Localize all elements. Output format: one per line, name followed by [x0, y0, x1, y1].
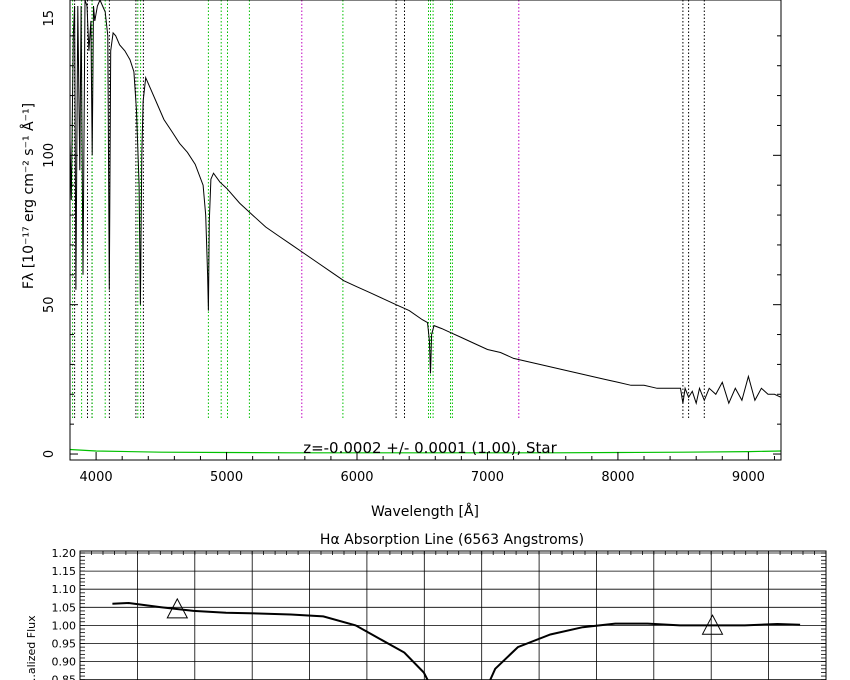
x-tick-label: 8000	[601, 470, 634, 485]
top-y-tick-label-partial: 15	[42, 10, 57, 27]
bottom-y-tick-label: 0.85	[52, 674, 77, 680]
bottom-flux-curve	[112, 601, 801, 680]
bottom-grid	[80, 551, 826, 680]
top-x-axis-label: Wavelength [Å]	[371, 503, 479, 520]
top-redshift-annotation: z=-0.0002 +/- 0.0001 (1.00), Star	[303, 439, 557, 457]
y-tick-label: 100	[42, 143, 57, 168]
top-line-markers	[72, 0, 705, 419]
continuum-triangle-marker	[701, 614, 724, 635]
y-tick-label: 50	[42, 296, 57, 313]
bottom-halpha-panel: Hα Absorption Line (6563 Angstroms) 0.85…	[25, 532, 827, 680]
x-tick-label: 6000	[340, 470, 373, 485]
x-tick-label: 5000	[210, 470, 243, 485]
bottom-y-tick-label: 1.15	[52, 565, 77, 578]
bottom-minor-ticks	[79, 551, 827, 680]
bottom-y-ticks: 0.85 0.90 0.95 1.00 1.05 1.10 1.15 1.20	[52, 547, 77, 680]
top-y-axis-label: Fλ [10⁻¹⁷ erg cm⁻² s⁻¹ Å⁻¹]	[20, 103, 37, 289]
top-plot-frame	[69, 0, 782, 461]
bottom-y-tick-label: 1.05	[52, 601, 77, 614]
top-x-ticks: 4000 5000 6000 7000 8000 9000	[80, 452, 775, 485]
top-y-ticks: 0 50 100	[42, 35, 781, 458]
top-error-curve	[69, 448, 782, 454]
bottom-y-tick-label: 0.90	[52, 656, 77, 669]
y-tick-label: 0	[42, 450, 57, 458]
bottom-y-tick-label: 1.20	[52, 547, 77, 560]
bottom-chart-title: Hα Absorption Line (6563 Angstroms)	[320, 532, 584, 548]
bottom-continuum-markers	[166, 597, 724, 635]
continuum-triangle-marker	[166, 597, 189, 619]
x-tick-label: 9000	[732, 470, 765, 485]
bottom-plot-frame	[79, 550, 827, 680]
top-flux-curve	[69, 0, 782, 406]
bottom-y-tick-label: 1.10	[52, 583, 77, 596]
bottom-y-tick-label: 1.00	[52, 619, 77, 632]
bottom-y-tick-label: 0.95	[52, 638, 77, 651]
x-tick-label: 7000	[471, 470, 504, 485]
bottom-y-axis-label: ...alized Flux	[25, 615, 38, 680]
top-spectrum-panel: 4000 5000 6000 7000 8000 9000 0 50 100 15 z=-0.…	[20, 0, 782, 520]
x-tick-label: 4000	[80, 470, 113, 485]
